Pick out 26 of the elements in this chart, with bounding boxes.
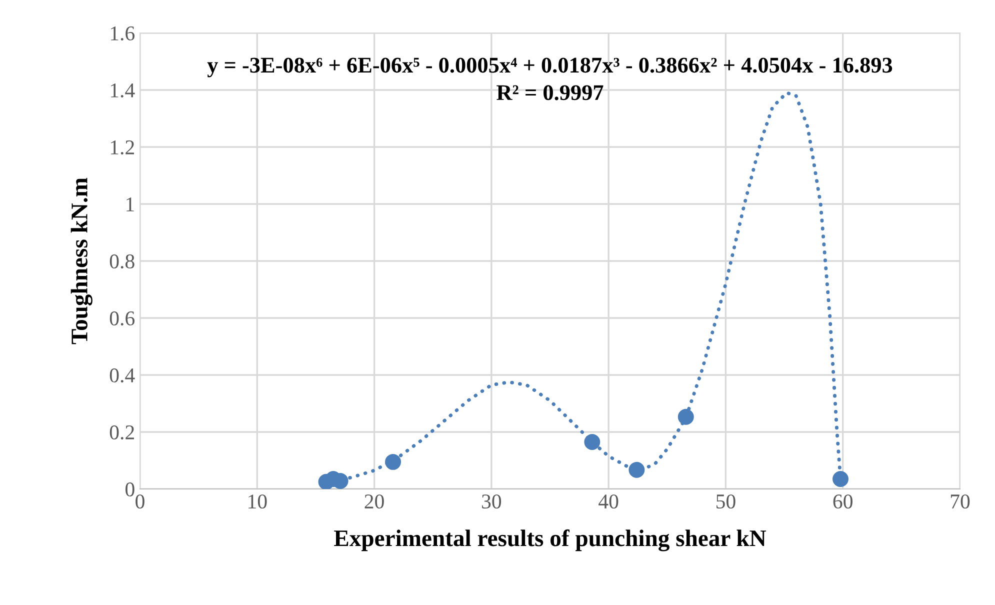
point bbox=[385, 454, 402, 470]
y-tick-label: 1.6 bbox=[110, 26, 135, 41]
y-axis-title: Toughness kN.m bbox=[70, 178, 92, 344]
y-tick-label: 0.4 bbox=[110, 368, 135, 383]
y-tick-label: 1 bbox=[126, 197, 134, 212]
y-tick-label: 0.8 bbox=[110, 254, 134, 269]
annotation: y = -3E-08x⁶ + 6E-06x⁵ - 0.0005x⁴ + 0.0187x³ - 0.3866x² + 4.0504x - 16.893 bbox=[207, 58, 892, 78]
x-tick-label: 10 bbox=[248, 494, 267, 509]
annotation: R² = 0.9997 bbox=[496, 85, 604, 100]
y-tick-label: 0.2 bbox=[110, 425, 134, 440]
x-tick-label: 70 bbox=[950, 494, 970, 509]
x-tick-label: 50 bbox=[716, 494, 736, 509]
y-tick-label: 1.2 bbox=[110, 140, 134, 155]
point bbox=[678, 408, 694, 425]
point bbox=[628, 462, 645, 478]
y-tick-label: 0.6 bbox=[110, 311, 135, 326]
x-tick-label: 40 bbox=[598, 494, 618, 509]
point bbox=[832, 471, 848, 488]
point bbox=[584, 434, 600, 450]
y-tick-label: 1.4 bbox=[110, 83, 135, 98]
x-tick-label: 30 bbox=[482, 494, 502, 509]
x-tick-label: 20 bbox=[364, 494, 384, 509]
y-tick-label: 0 bbox=[126, 482, 134, 496]
x-tick-label: 60 bbox=[833, 494, 852, 509]
x-tick-label: 0 bbox=[136, 494, 144, 509]
x-axis-title: Experimental results of punching shear kN bbox=[334, 529, 766, 552]
